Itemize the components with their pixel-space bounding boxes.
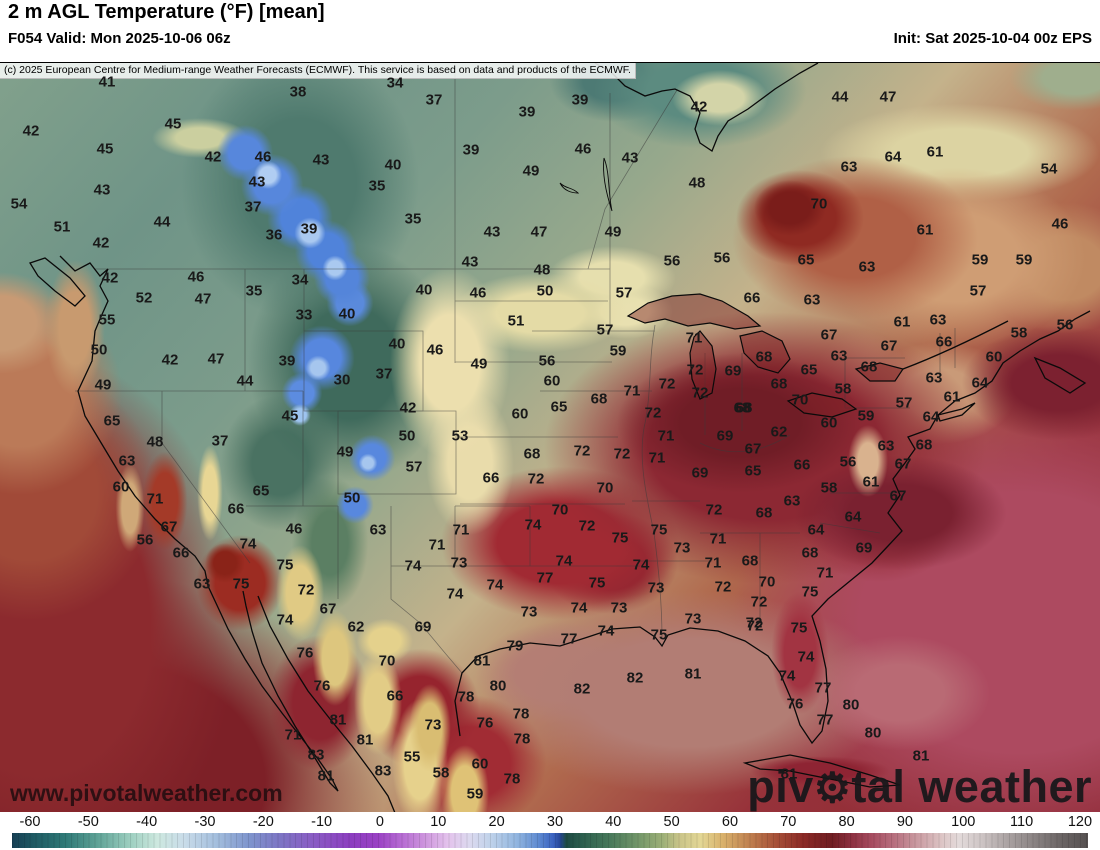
init-time-label: Init: Sat 2025-10-04 00z EPS [893, 30, 1092, 47]
colorbar-tick: 40 [605, 814, 622, 830]
map-canvas[interactable]: (c) 2025 European Centre for Medium-rang… [0, 62, 1100, 813]
colorbar-tick: 80 [838, 814, 855, 830]
colorbar-tick: -30 [194, 814, 216, 830]
colorbar-tick: 30 [546, 814, 564, 830]
logo-text-pre: piv [747, 761, 814, 812]
forecast-valid-label: F054 Valid: Mon 2025-10-06 06z [8, 30, 231, 47]
colorbar-tick: -10 [311, 814, 333, 830]
colorbar-tick: 20 [488, 814, 505, 830]
colorbar-tick: 120 [1067, 814, 1093, 830]
logo-text-post: tal weather [851, 761, 1092, 812]
copyright-notice: (c) 2025 European Centre for Medium-rang… [0, 63, 636, 79]
colorbar-tick: -40 [136, 814, 158, 830]
colorbar-tick: 100 [951, 814, 976, 830]
colorbar-gradient [12, 833, 1088, 848]
colorbar-tick: 60 [721, 814, 739, 830]
site-watermark: www.pivotalweather.com [10, 780, 283, 806]
colorbar-tick: -20 [252, 814, 274, 830]
coastline-path [29, 63, 1091, 813]
small-lakes [559, 157, 613, 212]
colorbar-tick: 70 [780, 814, 797, 830]
colorbar-tick: -60 [19, 814, 41, 830]
pivotal-weather-logo: piv⚙tal weather [747, 761, 1092, 813]
colorbar-tick: 0 [375, 814, 384, 830]
colorbar-tick: -50 [77, 814, 99, 830]
colorbar-tick: 90 [896, 814, 913, 830]
colorbar: -60 -50 -40 -30 -20 -10 0 10 20 30 40 50 60 70 80 90 100… [0, 812, 1100, 850]
state-borders [75, 63, 956, 674]
map-geography [29, 63, 1091, 813]
colorbar-tick: 10 [430, 814, 447, 830]
header: 2 m AGL Temperature (°F) [mean] F054 Val… [0, 0, 1100, 62]
great-lakes [626, 293, 904, 418]
colorbar-tick: 110 [1010, 814, 1034, 830]
page-title: 2 m AGL Temperature (°F) [mean] [8, 1, 325, 23]
colorbar-tick: 50 [663, 814, 680, 830]
gear-icon: ⚙ [813, 765, 852, 811]
